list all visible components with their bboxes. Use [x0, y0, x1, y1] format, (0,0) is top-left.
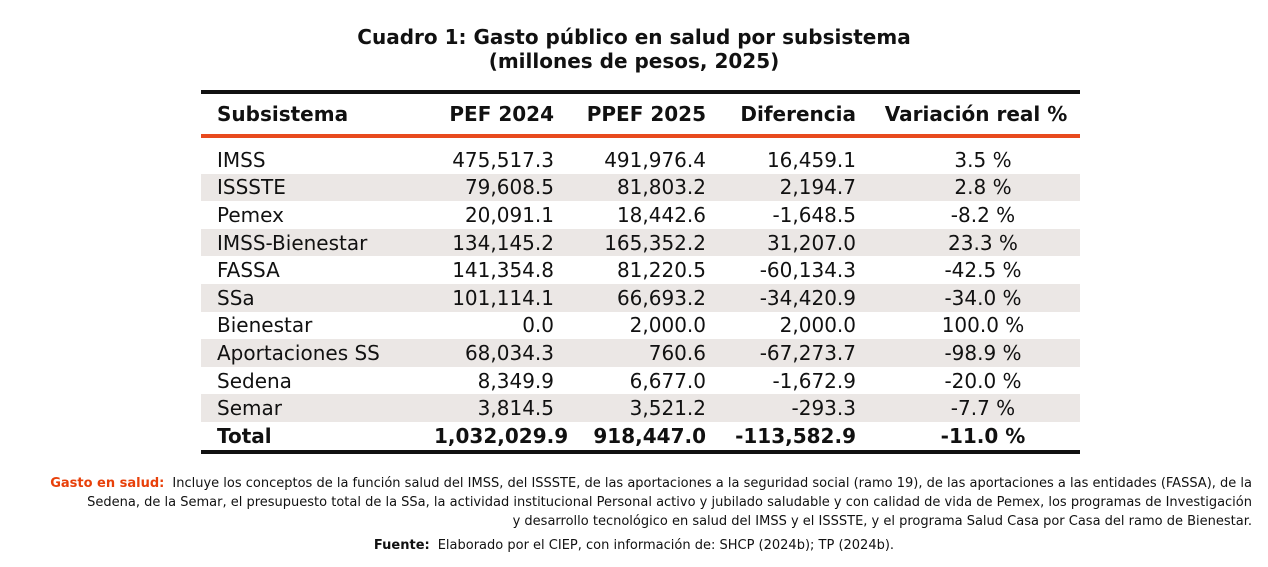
cell-subsistema: FASSA: [217, 258, 280, 283]
footnote-line-1: Gasto en salud: Incluye los conceptos de …: [0, 474, 1252, 493]
footnote-label: Gasto en salud:: [50, 476, 165, 491]
cell-variacion: -11.0 %: [866, 421, 1080, 454]
cell-pef-2024: 79,608.5: [418, 173, 564, 202]
table-row: Sedena 8,349.9 6,677.0 -1,672.9 -20.0 %: [201, 367, 1080, 395]
cell-diferencia: 2,000.0: [779, 313, 856, 338]
cell-diferencia: 16,459.1: [766, 147, 856, 172]
cell-subsistema: Sedena: [217, 368, 292, 393]
cell-variacion: -34.0 %: [866, 283, 1080, 312]
cell-variacion: 3.5 %: [954, 147, 1012, 172]
cell-subsistema: ISSSTE: [201, 173, 418, 202]
header-diferencia: Diferencia: [740, 102, 856, 126]
cell-diferencia: -60,134.3: [759, 258, 856, 283]
table-container: Subsistema PEF 2024 PPEF 2025 Diferencia…: [201, 90, 1080, 454]
cell-variacion: -7.7 %: [866, 394, 1080, 422]
table-row: FASSA 141,354.8 81,220.5 -60,134.3 -42.5…: [201, 256, 1080, 284]
footnote-line-3: y desarrollo tecnológico en salud del IM…: [512, 514, 1252, 529]
cell-variacion: -20.0 %: [944, 368, 1022, 393]
header-pef-2024: PEF 2024: [449, 102, 554, 126]
cell-pef-2024: 141,354.8: [452, 258, 554, 283]
table-row: IMSS 475,517.3 491,976.4 16,459.1 3.5 %: [201, 146, 1080, 174]
cell-diferencia: -67,273.7: [716, 339, 866, 367]
cell-ppef-2025: 491,976.4: [604, 147, 706, 172]
spacer-row: [201, 136, 1080, 146]
cell-variacion: -98.9 %: [866, 339, 1080, 367]
cell-subsistema: Bienestar: [217, 313, 313, 338]
cell-pef-2024: 134,145.2: [418, 228, 564, 257]
cell-ppef-2025: 6,677.0: [629, 368, 706, 393]
cell-diferencia: 31,207.0: [716, 228, 866, 257]
table-row: Aportaciones SS 68,034.3 760.6 -67,273.7…: [201, 339, 1080, 367]
cell-variacion: -8.2 %: [950, 202, 1016, 227]
cell-diferencia: -1,672.9: [772, 368, 856, 393]
cell-variacion: 2.8 %: [866, 173, 1080, 202]
header-subsistema: Subsistema: [217, 102, 349, 126]
cell-subsistema: Pemex: [217, 202, 284, 227]
title-line-2: (millones de pesos, 2025): [488, 49, 780, 73]
cell-pef-2024: 68,034.3: [418, 339, 564, 367]
source-label: Fuente:: [373, 538, 430, 553]
cell-ppef-2025: 3,521.2: [564, 394, 716, 422]
total-row: Total 1,032,029.9 918,447.0 -113,582.9 -…: [201, 421, 1080, 454]
cell-variacion: 100.0 %: [941, 313, 1025, 338]
cell-pef-2024: 475,517.3: [452, 147, 554, 172]
table-row: ISSSTE 79,608.5 81,803.2 2,194.7 2.8 %: [201, 173, 1080, 202]
source-note: Fuente: Elaborado por el CIEP, con inform…: [0, 537, 1268, 555]
title-line-1: Cuadro 1: Gasto público en salud por sub…: [357, 25, 911, 49]
cell-ppef-2025: 18,442.6: [616, 202, 706, 227]
cell-pef-2024: 1,032,029.9: [418, 421, 568, 454]
table-row: IMSS-Bienestar 134,145.2 165,352.2 31,20…: [201, 228, 1080, 257]
cell-ppef-2025: 165,352.2: [564, 228, 716, 257]
table-title: Cuadro 1: Gasto público en salud por sub…: [0, 25, 1268, 73]
cell-subsistema: IMSS: [217, 147, 266, 172]
cell-variacion: 23.3 %: [866, 228, 1080, 257]
cell-diferencia: -113,582.9: [716, 421, 866, 454]
footnote: Gasto en salud: Incluye los conceptos de …: [0, 474, 1252, 531]
cell-subsistema: Total: [201, 421, 418, 454]
cell-subsistema: Aportaciones SS: [201, 339, 418, 367]
cell-diferencia: 2,194.7: [716, 173, 866, 202]
cell-subsistema: SSa: [201, 283, 418, 312]
footnote-text-1: Incluye los conceptos de la función salu…: [172, 476, 1252, 491]
cell-pef-2024: 101,114.1: [418, 283, 564, 312]
cell-ppef-2025: 66,693.2: [564, 283, 716, 312]
cell-subsistema: IMSS-Bienestar: [201, 228, 418, 257]
cell-pef-2024: 3,814.5: [418, 394, 564, 422]
cell-diferencia: -1,648.5: [772, 202, 856, 227]
cell-diferencia: -293.3: [716, 394, 866, 422]
table-body: IMSS 475,517.3 491,976.4 16,459.1 3.5 % …: [201, 136, 1080, 454]
cell-pef-2024: 20,091.1: [464, 202, 554, 227]
cell-pef-2024: 0.0: [522, 313, 554, 338]
cell-diferencia: -34,420.9: [716, 283, 866, 312]
cell-ppef-2025: 760.6: [564, 339, 716, 367]
cell-variacion: -42.5 %: [944, 258, 1022, 283]
cell-pef-2024: 8,349.9: [477, 368, 554, 393]
header-row: Subsistema PEF 2024 PPEF 2025 Diferencia…: [201, 92, 1080, 136]
header-variacion-real: Variación real %: [884, 102, 1068, 126]
header-ppef-2025: PPEF 2025: [586, 102, 706, 126]
table-row: SSa 101,114.1 66,693.2 -34,420.9 -34.0 %: [201, 283, 1080, 312]
footnote-line-2: Sedena, de la Semar, el presupuesto tota…: [87, 495, 1252, 510]
cell-subsistema: Semar: [201, 394, 418, 422]
source-text: Elaborado por el CIEP, con información d…: [437, 538, 895, 553]
cell-ppef-2025: 2,000.0: [629, 313, 706, 338]
cell-ppef-2025: 81,220.5: [616, 258, 706, 283]
table-row: Bienestar 0.0 2,000.0 2,000.0 100.0 %: [201, 312, 1080, 340]
health-spending-table: Subsistema PEF 2024 PPEF 2025 Diferencia…: [201, 90, 1080, 454]
cell-ppef-2025: 918,447.0: [564, 421, 716, 454]
table-row: Pemex 20,091.1 18,442.6 -1,648.5 -8.2 %: [201, 201, 1080, 229]
cell-ppef-2025: 81,803.2: [564, 173, 716, 202]
table-row: Semar 3,814.5 3,521.2 -293.3 -7.7 %: [201, 394, 1080, 422]
